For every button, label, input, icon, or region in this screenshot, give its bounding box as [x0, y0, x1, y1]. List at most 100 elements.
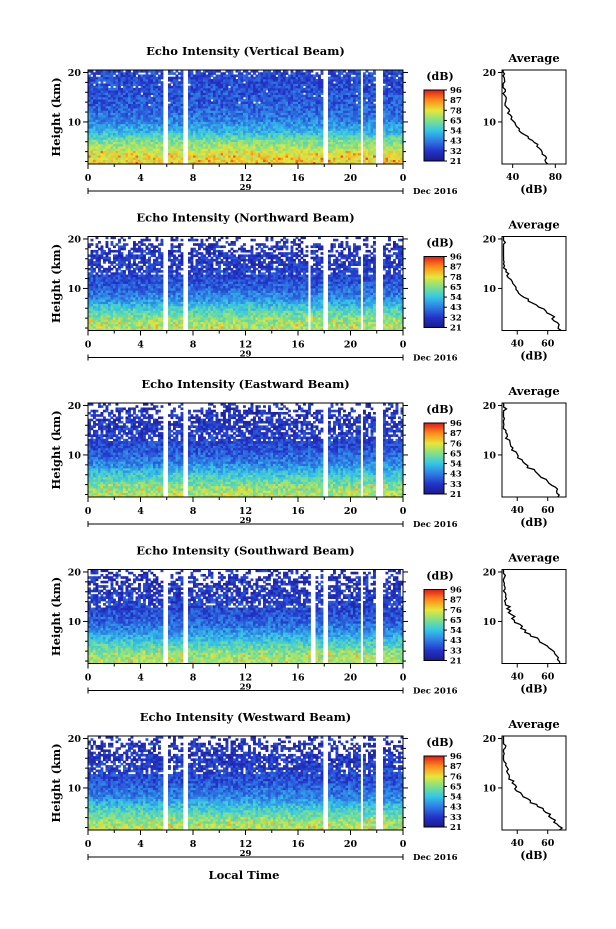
heatmap-cell: [118, 157, 121, 160]
heatmap-cell: [248, 141, 251, 145]
heatmap-cell: [328, 134, 331, 138]
heatmap-cell: [273, 143, 276, 147]
heatmap-cell: [235, 141, 239, 145]
heatmap-cell: [258, 150, 261, 154]
heatmap-cell: [143, 139, 146, 143]
heatmap-cell: [315, 155, 319, 158]
heatmap-cell: [305, 141, 309, 145]
heatmap-cell: [305, 161, 309, 165]
heatmap-cell: [230, 155, 234, 158]
heatmap-cell: [178, 150, 181, 154]
heatmap-cell: [400, 137, 404, 140]
heatmap-cell: [195, 159, 199, 163]
heatmap-cell: [390, 152, 394, 156]
heatmap-cell: [285, 155, 289, 158]
heatmap-cell: [170, 134, 174, 138]
heatmap-cell: [160, 159, 164, 163]
heatmap-cell: [228, 143, 231, 147]
heatmap-cell: [258, 148, 261, 151]
heatmap-cell: [258, 103, 261, 107]
heatmap-cell: [390, 159, 394, 163]
heatmap-cell: [255, 146, 259, 149]
heatmap-cell: [105, 132, 109, 136]
heatmap-cell: [255, 143, 259, 147]
heatmap-cell: [288, 137, 291, 140]
heatmap-cell: [370, 72, 374, 75]
heatmap-cell: [123, 134, 126, 138]
heatmap-cell: [348, 146, 351, 149]
heatmap-cell: [98, 132, 101, 136]
heatmap-cell: [220, 161, 224, 165]
heatmap-cell: [190, 137, 194, 140]
heatmap-cell: [298, 155, 301, 158]
heatmap-cell: [370, 146, 374, 149]
heatmap-cell: [208, 143, 211, 147]
heatmap-cell: [390, 157, 394, 160]
heatmap-cell: [353, 146, 356, 149]
heatmap-cell: [135, 161, 139, 165]
heatmap-cell: [368, 155, 371, 158]
heatmap-cell: [210, 137, 214, 140]
heatmap-cell: [280, 143, 284, 147]
heatmap-cell: [348, 134, 351, 138]
heatmap-cell: [263, 146, 266, 149]
heatmap-cell: [100, 137, 104, 140]
heatmap-cell: [130, 157, 134, 160]
heatmap-cell: [135, 137, 139, 140]
heatmap-cell: [363, 72, 366, 75]
heatmap-cell: [333, 155, 336, 158]
heatmap-cell: [275, 161, 279, 165]
heatmap-cell: [383, 157, 386, 160]
heatmap-cell: [273, 161, 276, 165]
heatmap-cell: [90, 76, 94, 80]
heatmap-cell: [135, 152, 139, 156]
heatmap-cell: [258, 143, 261, 147]
heatmap-cell: [170, 155, 174, 158]
heatmap-cell: [228, 134, 231, 138]
heatmap-cell: [120, 143, 124, 147]
heatmap-cell: [253, 103, 256, 107]
heatmap-cell: [333, 137, 336, 140]
heatmap-cell: [370, 137, 374, 140]
heatmap-cell: [203, 143, 206, 147]
heatmap-cell: [158, 161, 161, 165]
heatmap-cell: [240, 141, 244, 145]
heatmap-cell: [275, 143, 279, 147]
heatmap-cell: [120, 155, 124, 158]
heatmap-cell: [343, 146, 346, 149]
heatmap-cell: [385, 137, 389, 140]
heatmap-cell: [133, 143, 136, 147]
heatmap-cell: [158, 132, 161, 136]
heatmap-cell: [313, 74, 316, 78]
heatmap-cell: [238, 103, 241, 107]
heatmap-cell: [153, 159, 156, 163]
heatmap-cell: [335, 152, 339, 156]
heatmap-cell: [173, 159, 176, 163]
heatmap-cell: [245, 134, 249, 138]
heatmap-cell: [128, 157, 131, 160]
heatmap-cell: [328, 137, 331, 140]
heatmap-cell: [275, 157, 279, 160]
heatmap-cell: [143, 132, 146, 136]
heatmap-cell: [120, 161, 124, 165]
heatmap-cell: [318, 152, 321, 156]
heatmap-cell: [393, 134, 396, 138]
heatmap-cell: [250, 146, 254, 149]
heatmap-cell: [110, 148, 114, 151]
heatmap-cell: [358, 137, 361, 140]
heatmap-cell: [395, 157, 399, 160]
heatmap-cell: [303, 134, 306, 138]
heatmap-cell: [100, 152, 104, 156]
average-title: Average: [507, 51, 559, 65]
heatmap-cell: [318, 155, 321, 158]
heatmap-cell: [98, 139, 101, 143]
heatmap-cell: [355, 137, 359, 140]
heatmap-cell: [160, 157, 164, 160]
heatmap-cell: [125, 150, 129, 154]
heatmap-cell: [178, 141, 181, 145]
heatmap-cell: [198, 161, 201, 165]
heatmap-cell: [290, 152, 294, 156]
heatmap-cell: [98, 76, 101, 80]
heatmap-cell: [293, 139, 296, 143]
heatmap-cell: [363, 150, 366, 154]
